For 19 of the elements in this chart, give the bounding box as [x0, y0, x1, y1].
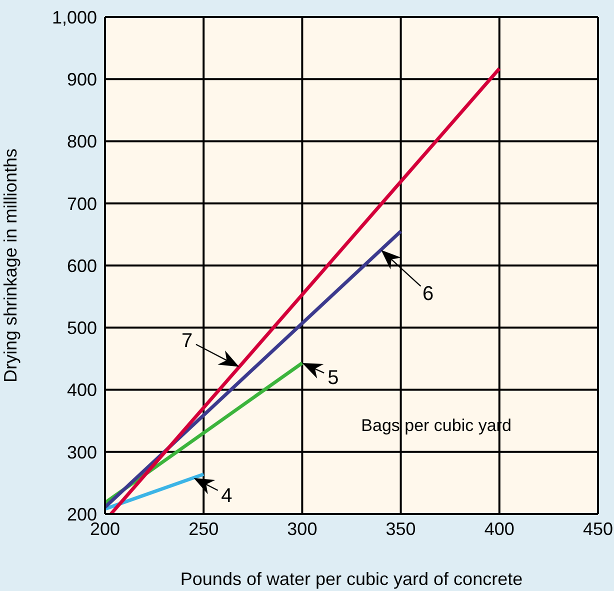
y-tick-label: 500	[66, 318, 97, 338]
y-tick-label: 900	[66, 70, 97, 90]
x-tick-label: 400	[484, 518, 514, 539]
annotation: 6	[422, 282, 434, 305]
y-tick-label: 1,000	[52, 7, 97, 28]
x-tick-label: 250	[188, 518, 219, 539]
x-tick-label: 450	[582, 518, 614, 539]
annotation: 5	[328, 367, 339, 390]
x-tick-label: 350	[386, 518, 416, 539]
annotation: 4	[221, 484, 232, 507]
x-tick-label: 300	[287, 518, 318, 539]
y-tick-label: 600	[66, 256, 97, 276]
x-axis-title: Pounds of water per cubic yard of concrete	[180, 569, 523, 589]
y-tick-label: 400	[66, 380, 97, 400]
annotation: 7	[182, 330, 193, 352]
y-tick-label: 700	[66, 194, 97, 214]
y-tick-label: 800	[66, 132, 97, 152]
y-axis-title: Drying shrinkage in millionths	[0, 148, 20, 383]
y-tick-label: 300	[66, 442, 97, 462]
